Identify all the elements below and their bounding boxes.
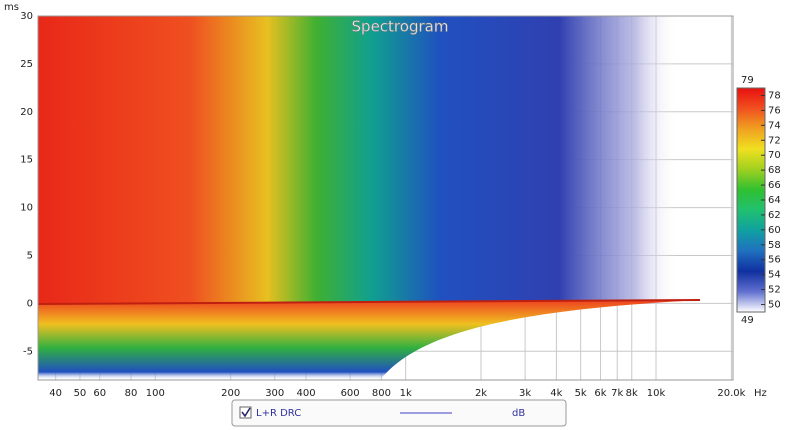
legend-label: L+R DRC [256,408,301,419]
y-tick-label: 10 [20,203,33,214]
x-tick-label: 40 [49,388,62,399]
x-tick-label: 10k [647,388,666,399]
legend-unit: dB [512,408,525,419]
y-tick-label: 30 [20,11,33,22]
colorbar-tick-label: 56 [768,255,781,266]
x-tick-label: 1k [400,388,412,399]
x-tick-label: 100 [146,388,165,399]
x-tick-label: 50 [74,388,87,399]
y-tick-label: 25 [20,59,33,70]
x-axis-label: Hz [754,388,767,399]
colorbar-tick-label: 74 [768,120,781,131]
colorbar [736,87,766,313]
x-tick-label: 400 [296,388,315,399]
y-tick-label: 5 [27,250,33,261]
colorbar-tick-label: 66 [768,180,781,191]
colorbar-tick-label: 54 [768,270,781,281]
x-tick-label: 80 [125,388,138,399]
y-tick-label: 0 [27,298,33,309]
x-tick-label: 300 [265,388,284,399]
x-tick-label: 7k [611,388,623,399]
x-tick-label: 8k [626,388,638,399]
x-tick-label: 6k [594,388,606,399]
y-tick-label: 15 [20,155,33,166]
colorbar-tick-label: 76 [768,105,781,116]
chart-title: Spectrogram [352,18,449,36]
spectrogram-image [37,16,733,380]
x-tick-label: 60 [93,388,106,399]
colorbar-tick-label: 72 [768,135,781,146]
x-tick-label: 4k [550,388,562,399]
colorbar-tick-label: 70 [768,150,781,161]
x-tick-label: 20.0k [717,388,745,399]
y-axis-label: ms [4,2,19,13]
x-tick-label: 200 [221,388,240,399]
colorbar-max-label: 79 [741,75,754,86]
colorbar-tick-label: 58 [768,240,781,251]
colorbar-min-label: 49 [741,315,754,326]
legend [231,399,567,427]
colorbar-tick-label: 50 [768,300,781,311]
y-tick-label: -5 [23,346,33,357]
plot-frame [37,15,734,381]
checkmark [241,407,251,418]
x-tick-label: 5k [575,388,587,399]
x-tick-label: 600 [341,388,360,399]
colorbar-tick-label: 78 [768,90,781,101]
legend-checkbox[interactable] [239,406,252,419]
colorbar-tick-label: 60 [768,225,781,236]
x-tick-label: 2k [475,388,487,399]
x-tick-label: 800 [372,388,391,399]
colorbar-tick-label: 68 [768,165,781,176]
colorbar-tick-label: 52 [768,285,781,296]
colorbar-tick-label: 62 [768,210,781,221]
x-tick-label: 3k [519,388,531,399]
colorbar-tick-label: 64 [768,195,781,206]
y-tick-label: 20 [20,107,33,118]
